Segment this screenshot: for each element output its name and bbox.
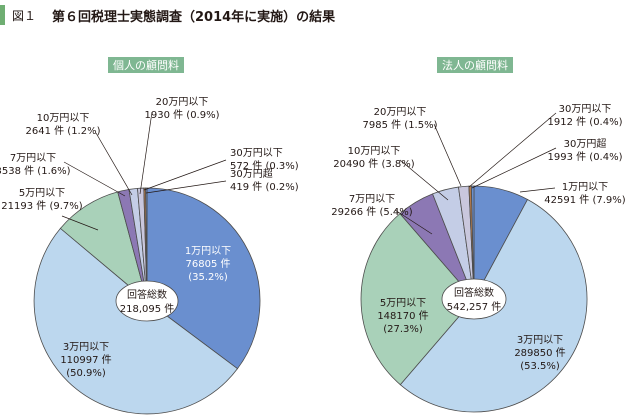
slice-category: 20万円以下 <box>374 107 427 118</box>
slice-count-percent: 572 件 (0.3%) <box>230 160 299 172</box>
figure-number: 図１ <box>12 9 37 23</box>
chart-title: 個人の顧問料 <box>113 58 179 72</box>
slice-count-percent: 7985 件 (1.5%) <box>362 119 437 131</box>
slice-count-percent: 29266 件 (5.4%) <box>331 206 412 218</box>
slice-category: 30万円超 <box>564 137 607 150</box>
figure-header: 図１ 第６回税理士実態調査（2014年に実施）の結果 <box>0 0 640 30</box>
slice-percent: (35.2%) <box>188 272 228 283</box>
slice-category: 10万円以下 <box>348 146 401 157</box>
slice-category: 20万円以下 <box>156 97 209 108</box>
leader-line <box>433 123 462 187</box>
leader-line <box>143 159 227 191</box>
leader-line <box>471 147 557 189</box>
leader-line <box>139 111 153 195</box>
slice-percent: (27.3%) <box>383 324 423 335</box>
slice-category: 30万円以下 <box>559 104 612 115</box>
slice-count-percent: 1993 件 (0.4%) <box>547 151 622 163</box>
leader-line <box>394 209 433 235</box>
pie-slice-2 <box>33 227 239 415</box>
leader-line <box>63 161 126 197</box>
slice-category: 1万円以下 <box>185 246 231 257</box>
total-label: 回答総数 <box>127 288 167 301</box>
slice-count: 289850 件 <box>514 347 565 359</box>
slice-category: 7万円以下 <box>349 194 395 205</box>
leader-line <box>95 132 133 196</box>
slice-category: 3万円以下 <box>63 342 109 353</box>
slice-percent: (53.5%) <box>520 361 560 372</box>
slice-count-percent: 1930 件 (0.9%) <box>144 109 219 121</box>
slice-count: 76805 件 <box>186 258 231 270</box>
total-value: 218,095 件 <box>120 303 175 315</box>
center-total-ellipse <box>115 280 179 322</box>
slice-category: 1万円以下 <box>562 182 608 193</box>
leader-line <box>519 187 556 193</box>
slice-count: 110997 件 <box>60 354 111 366</box>
chart-title: 法人の顧問料 <box>442 58 508 72</box>
slice-category: 10万円以下 <box>37 113 90 124</box>
slice-category: 3万円以下 <box>517 335 563 346</box>
slice-count-percent: 20490 件 (3.8%) <box>333 158 414 170</box>
pie-slice-8 <box>145 187 148 302</box>
pie-slice-3 <box>360 213 475 386</box>
slice-category: 5万円以下 <box>19 188 65 199</box>
pie-slice-1 <box>146 187 261 370</box>
leader-line <box>61 215 99 231</box>
leader-line <box>145 180 227 194</box>
slice-category: 30万円超 <box>230 167 273 180</box>
leader-line <box>468 112 557 188</box>
header-accent-bar <box>0 5 5 25</box>
slice-category: 5万円以下 <box>380 298 426 309</box>
slice-category: 30万円以下 <box>230 148 283 159</box>
slice-count: 148170 件 <box>377 310 428 322</box>
slice-count-percent: 419 件 (0.2%) <box>230 181 299 193</box>
slice-count-percent: 1912 件 (0.4%) <box>547 116 622 128</box>
slice-count-percent: 21193 件 (9.7%) <box>1 200 82 212</box>
slice-category: 7万円以下 <box>10 153 56 164</box>
center-total-ellipse <box>441 278 507 320</box>
chart-title-box <box>437 57 513 73</box>
total-value: 542,257 件 <box>447 301 502 313</box>
slice-count-percent: 42591 件 (7.9%) <box>544 194 625 206</box>
chart-title-box <box>108 57 184 73</box>
pie-slice-8 <box>470 185 475 300</box>
total-label: 回答総数 <box>454 286 494 299</box>
slice-count-percent: 3538 件 (1.6%) <box>0 165 71 177</box>
slice-percent: (50.9%) <box>66 368 106 379</box>
leader-line <box>399 159 449 201</box>
figure-title: 第６回税理士実態調査（2014年に実施）の結果 <box>52 10 336 25</box>
slice-count-percent: 2641 件 (1.2%) <box>25 125 100 137</box>
